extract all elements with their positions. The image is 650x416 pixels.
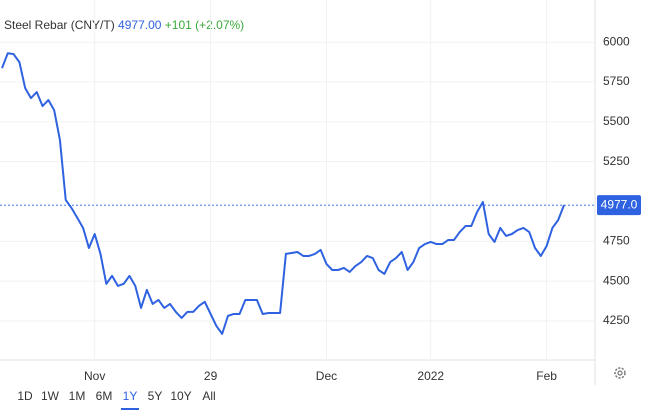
y-tick-label: 4250: [603, 313, 630, 327]
price: 4977.00: [118, 18, 162, 32]
range-button[interactable]: 1D: [17, 389, 33, 403]
y-tick-label: 5500: [603, 114, 630, 128]
y-tick-label: 6000: [603, 34, 630, 48]
chart-title: Steel Rebar (CNY/T): [4, 18, 115, 32]
x-tick-label: 2022: [417, 369, 444, 383]
range-button[interactable]: All: [202, 389, 215, 403]
x-tick-label: Nov: [84, 369, 105, 383]
y-tick-label: 4750: [603, 233, 630, 247]
y-tick-label: 4500: [603, 273, 630, 287]
last-price-label: 4977.0: [601, 197, 638, 211]
price-change: +101 (+2.07%): [165, 18, 244, 32]
last-price-box: [597, 195, 641, 216]
price-line: [1, 52, 565, 335]
range-button[interactable]: 5Y: [148, 389, 163, 403]
active-range-underline: [121, 408, 139, 410]
x-tick-label: 29: [204, 369, 218, 383]
range-button[interactable]: 1Y: [123, 389, 138, 403]
x-tick-label: Dec: [316, 369, 337, 383]
settings-icon[interactable]: [614, 367, 626, 379]
y-tick-label: 5750: [603, 74, 630, 88]
header: Steel Rebar (CNY/T) 4977.00 +101 (+2.07%…: [4, 18, 244, 32]
x-tick-label: Feb: [536, 369, 557, 383]
range-button[interactable]: 10Y: [170, 389, 191, 403]
y-tick-label: 5250: [603, 154, 630, 168]
range-button[interactable]: 1M: [69, 389, 86, 403]
range-button[interactable]: 1W: [41, 389, 60, 403]
range-button[interactable]: 6M: [96, 389, 113, 403]
